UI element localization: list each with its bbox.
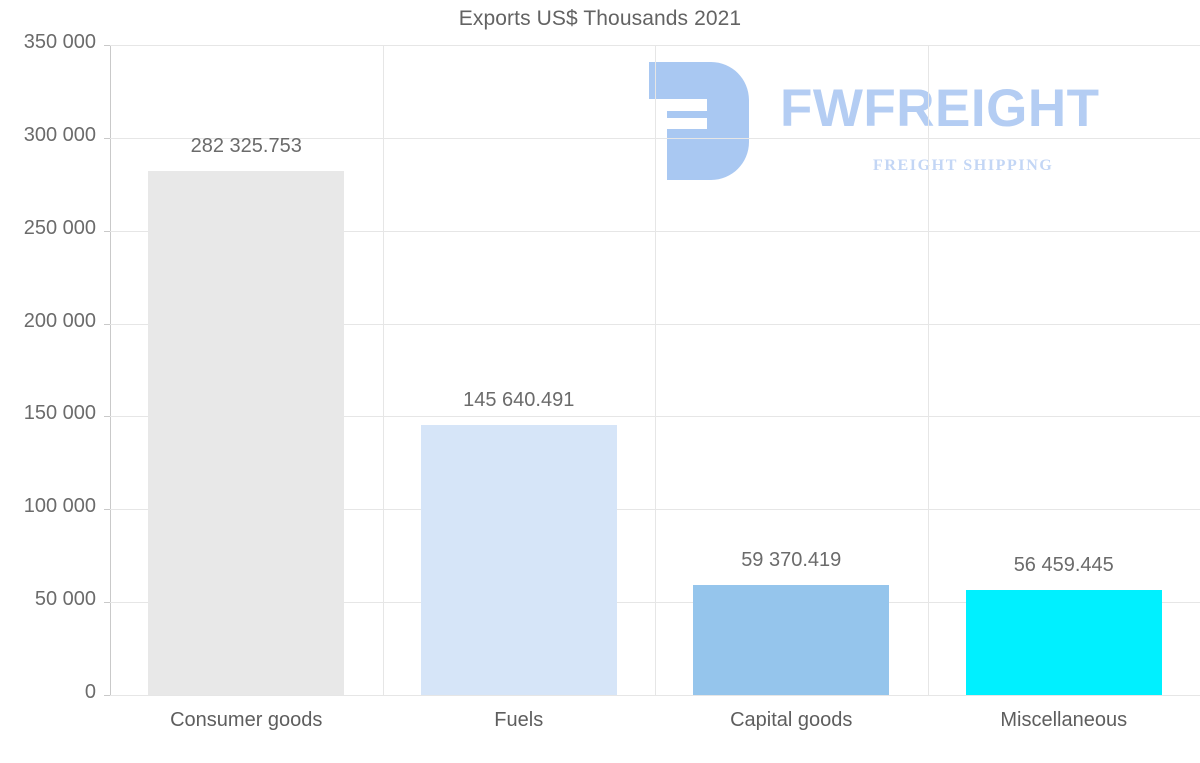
bar-consumer-goods[interactable] [148, 170, 345, 695]
gridline-vertical [655, 45, 656, 695]
y-axis-tick [104, 137, 110, 139]
y-axis-tick [104, 416, 110, 418]
bar-value-label: 59 370.419 [741, 548, 842, 571]
y-axis-tick-label: 250 000 [23, 216, 96, 239]
x-axis-category-label: Miscellaneous [1000, 709, 1128, 731]
x-axis-category-label: Consumer goods [170, 709, 323, 731]
y-axis-tick-label: 150 000 [23, 402, 96, 425]
gridline-horizontal [110, 695, 1200, 696]
chart-title: Exports US$ Thousands 2021 [458, 7, 742, 30]
y-axis-tick-label: 350 000 [23, 31, 96, 53]
plot-area [104, 45, 1200, 696]
y-axis-tick-label: 100 000 [23, 495, 96, 518]
y-axis-tick-label: 200 000 [23, 309, 96, 332]
x-axis-category-label: Capital goods [730, 709, 853, 731]
y-axis-tick [104, 695, 110, 696]
y-axis-tick-label: 300 000 [23, 123, 96, 146]
bar-value-label: 145 640.491 [463, 388, 575, 411]
y-axis-tick [104, 45, 110, 46]
y-axis-tick-label: 0 [84, 681, 96, 703]
y-axis-line [110, 45, 111, 696]
y-axis-tick-label: 50 000 [34, 588, 96, 611]
x-axis-category-label: Fuels [494, 709, 544, 731]
gridline-vertical [383, 45, 384, 695]
y-axis-tick [104, 509, 110, 511]
bar-value-label: 282 325.753 [190, 134, 302, 157]
y-axis-tick [104, 230, 110, 232]
bar-value-label: 56 459.445 [1013, 554, 1114, 577]
bar-capital-goods[interactable] [693, 584, 890, 695]
y-axis-tick [104, 323, 110, 325]
bar-fuels[interactable] [420, 424, 617, 695]
bar-miscellaneous[interactable] [965, 590, 1162, 695]
y-axis-tick [104, 602, 110, 604]
gridline-vertical [928, 45, 929, 695]
